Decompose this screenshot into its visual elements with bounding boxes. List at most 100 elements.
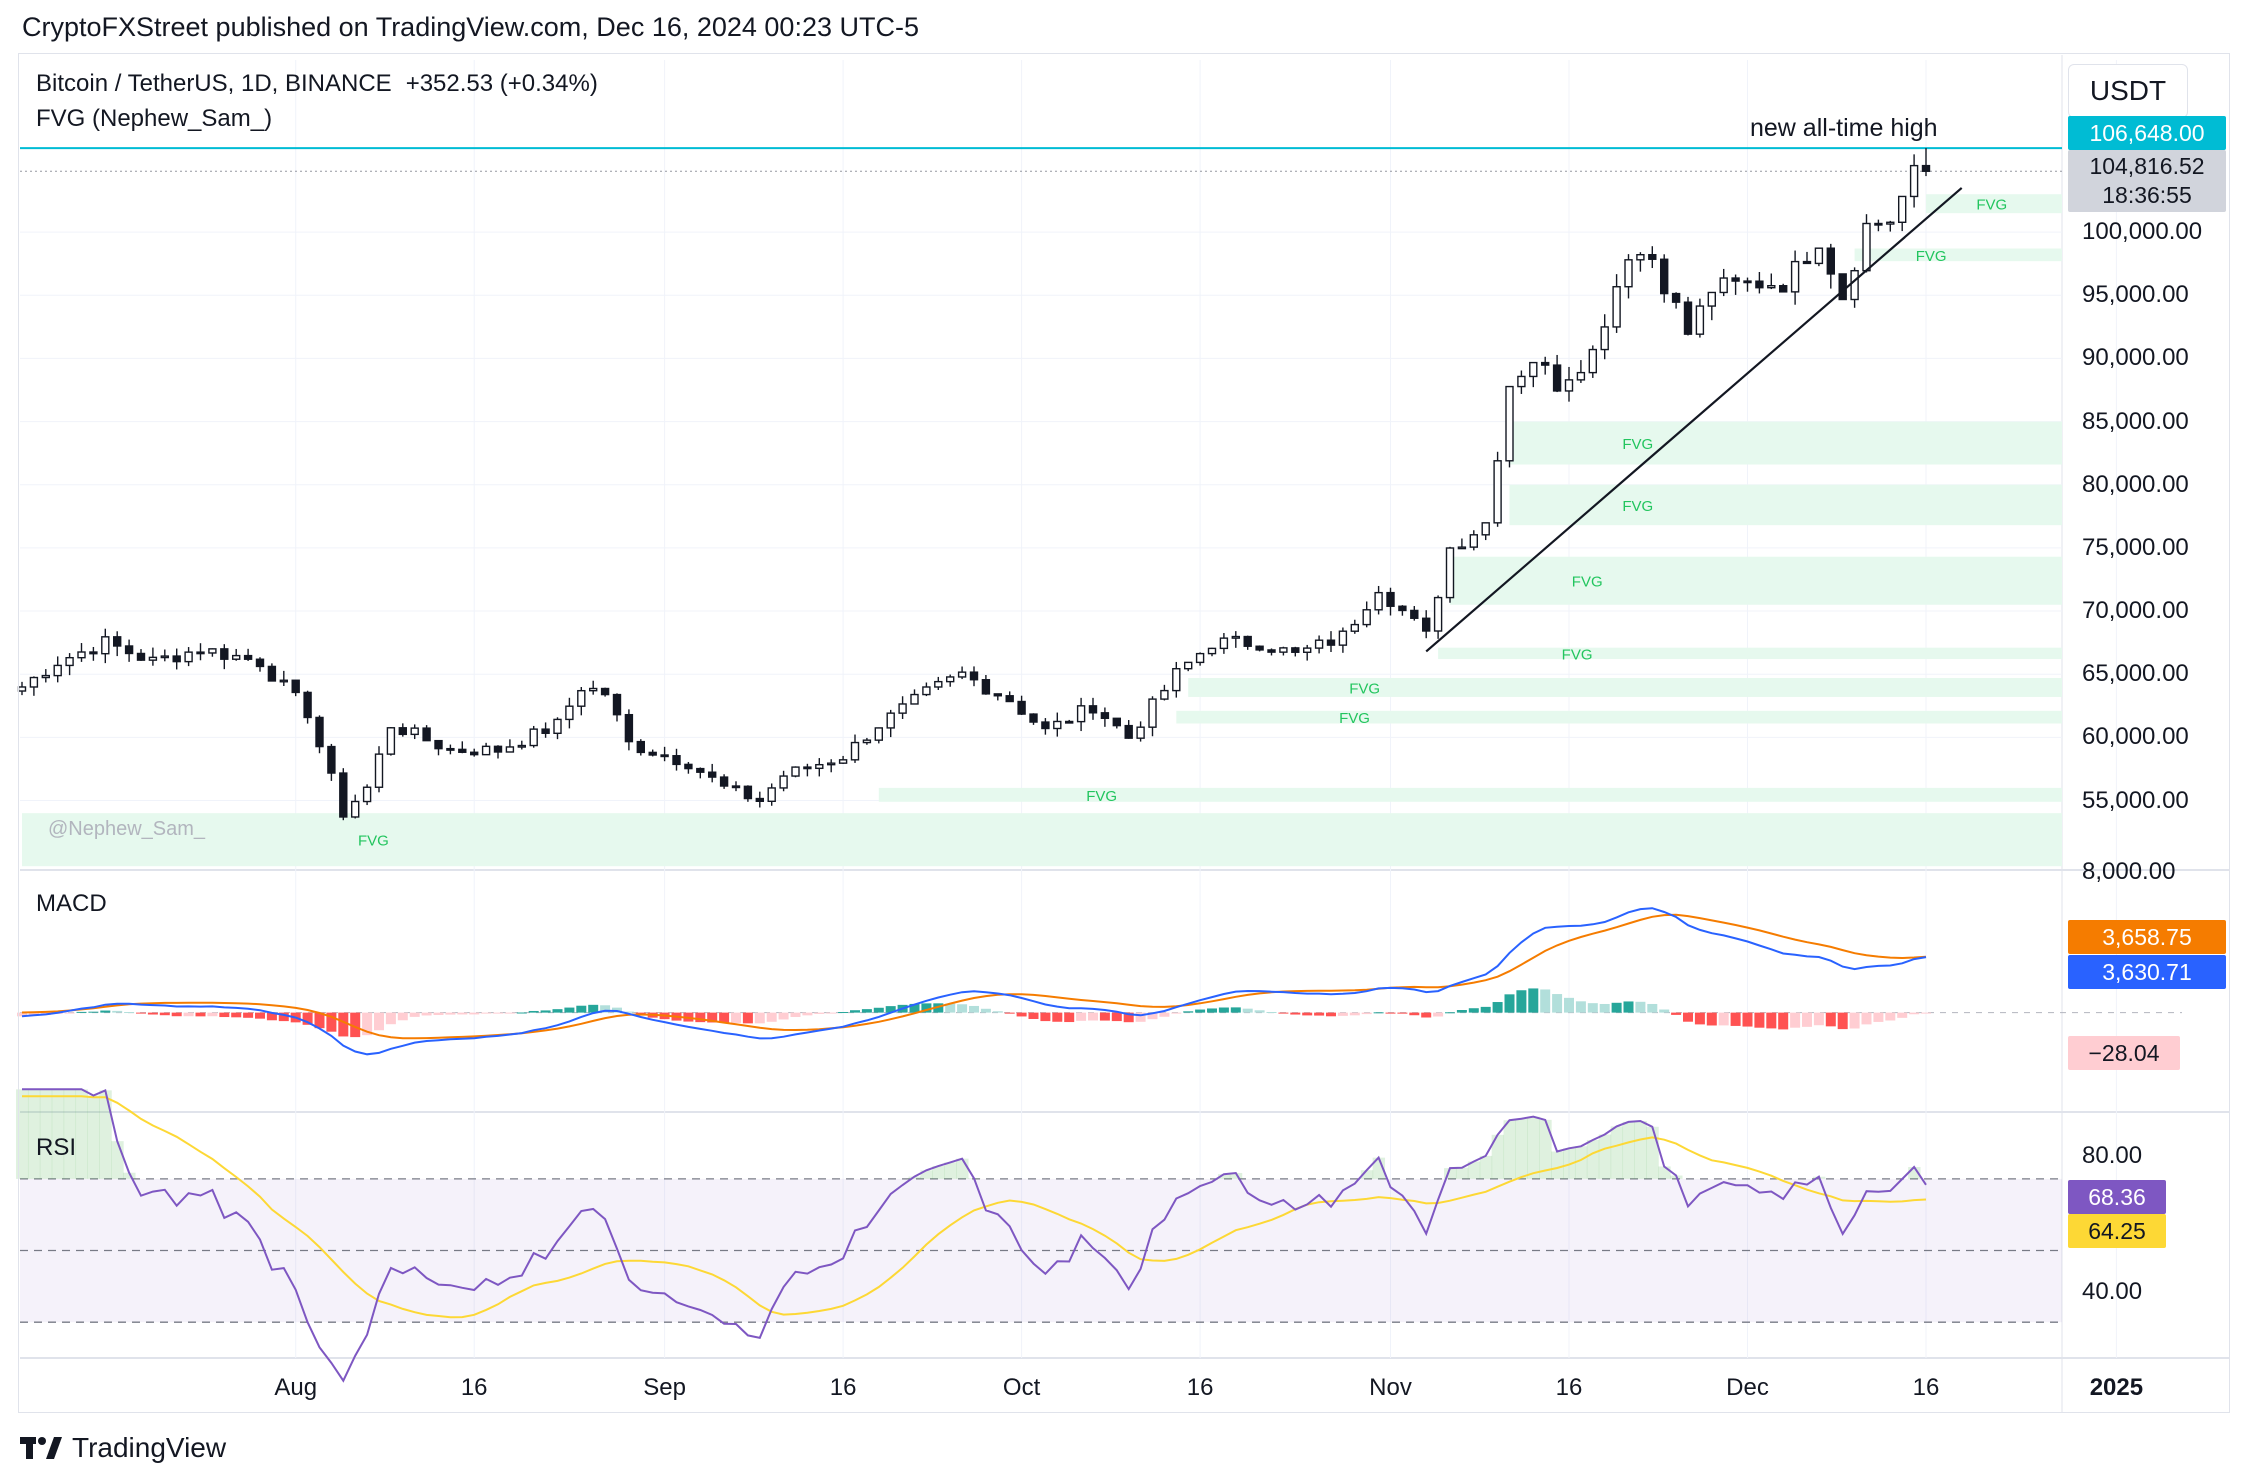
macd-histogram-bar <box>1516 990 1527 1013</box>
candle <box>1600 326 1609 351</box>
candle <box>1124 724 1133 739</box>
candle <box>1576 371 1586 381</box>
time-tick-label: 16 <box>1912 1374 1940 1401</box>
candle <box>1778 285 1788 293</box>
candle <box>1183 661 1193 670</box>
macd-histogram-bar <box>1337 1012 1348 1016</box>
macd-histogram-bar <box>1611 1002 1622 1013</box>
macd-histogram-bar <box>409 1012 420 1017</box>
candle <box>803 766 812 770</box>
candle <box>160 655 170 659</box>
candle <box>1909 164 1919 198</box>
candle <box>565 705 574 721</box>
candle <box>458 748 467 753</box>
fvg-zone <box>1438 647 2062 660</box>
macd-histogram-bar <box>1647 1003 1658 1013</box>
candle <box>29 676 39 688</box>
candle <box>101 636 110 655</box>
candle <box>827 762 836 766</box>
macd-histogram-bar <box>159 1012 170 1016</box>
time-tick-label: 16 <box>829 1374 857 1401</box>
candle <box>1862 222 1871 272</box>
macd-histogram-bar <box>1123 1012 1134 1023</box>
macd-histogram-bar <box>1385 1012 1396 1014</box>
rsi-overbought-fill <box>87 1095 100 1179</box>
fvg-label: FVG <box>1622 436 1653 453</box>
macd-histogram-bar <box>1361 1012 1372 1015</box>
candle <box>1505 385 1514 462</box>
candle <box>1136 726 1145 739</box>
price-tick-label: 95,000.00 <box>2082 281 2189 309</box>
macd-histogram-bar <box>374 1012 384 1031</box>
rsi-overbought-fill <box>1467 1161 1481 1179</box>
candle <box>279 679 288 683</box>
macd-histogram-bar <box>1111 1012 1122 1022</box>
candle <box>1648 254 1657 260</box>
candle <box>267 665 277 682</box>
macd-histogram-bar <box>397 1012 408 1021</box>
candle <box>434 739 443 750</box>
rsi-overbought-fill <box>1908 1167 1921 1179</box>
macd-histogram-bar <box>385 1012 396 1025</box>
candle <box>386 727 396 755</box>
candle <box>1445 547 1455 599</box>
macd-histogram-bar <box>992 1011 1003 1013</box>
fvg-label: FVG <box>1349 680 1380 697</box>
candle <box>505 746 515 753</box>
candle <box>351 800 360 818</box>
candle <box>1374 591 1383 611</box>
rsi-overbought-fill <box>1372 1157 1386 1179</box>
candle <box>1540 361 1550 366</box>
candle <box>1731 277 1740 282</box>
candle <box>946 676 955 683</box>
rsi-axis-40: 40.00 <box>2082 1278 2143 1305</box>
rsi-overbought-fill <box>1515 1118 1528 1179</box>
fvg-label: FVG <box>1622 498 1653 515</box>
symbol-legend[interactable]: Bitcoin / TetherUS, 1D, BINANCE +352.53 (… <box>36 70 598 98</box>
time-tick-label: Sep <box>643 1374 686 1401</box>
macd-histogram-bar <box>1230 1007 1241 1013</box>
indicator-legend[interactable]: FVG (Nephew_Sam_) <box>36 105 273 132</box>
rsi-overbought-fill <box>99 1090 112 1179</box>
macd-histogram-bar <box>136 1012 146 1014</box>
macd-histogram-bar <box>766 1012 777 1022</box>
candle <box>1172 668 1181 692</box>
macd-histogram-bar <box>195 1012 206 1017</box>
macd-histogram-bar <box>1004 1012 1015 1014</box>
candle <box>1291 647 1300 653</box>
rsi-overbought-fill <box>908 1176 921 1179</box>
candle <box>1255 645 1264 651</box>
fvg-zone <box>1509 484 2062 526</box>
currency-button[interactable]: USDT <box>2068 64 2188 118</box>
macd-histogram-bar <box>1742 1012 1753 1027</box>
rsi-title: RSI <box>36 1134 77 1161</box>
macd-histogram-bar <box>1207 1008 1217 1013</box>
macd-histogram-bar <box>64 1012 75 1014</box>
candle <box>255 658 265 668</box>
macd-histogram-bar <box>457 1012 468 1015</box>
time-tick-label: 2025 <box>2089 1374 2144 1401</box>
macd-histogram-bar <box>1623 1001 1634 1013</box>
candle <box>648 751 657 756</box>
bar-countdown: 18:36:55 <box>2102 182 2192 208</box>
rsi-overbought-fill <box>1539 1119 1552 1179</box>
macd-histogram-bar <box>302 1012 313 1025</box>
macd-histogram-bar <box>1028 1012 1039 1019</box>
fvg-label: FVG <box>1572 574 1603 591</box>
time-tick-label: 16 <box>460 1374 488 1401</box>
macd-histogram-bar <box>600 1005 611 1013</box>
candle <box>719 776 729 787</box>
rsi-overbought-fill <box>1634 1121 1647 1179</box>
macd-histogram-bar <box>1433 1012 1444 1017</box>
candle <box>1314 639 1324 649</box>
candle <box>624 713 634 743</box>
candle <box>1386 591 1395 607</box>
macd-histogram-bar <box>1040 1012 1051 1022</box>
macd-histogram-tag: −28.04 <box>2068 1036 2180 1070</box>
tradingview-brand[interactable]: TradingView <box>20 1432 226 1464</box>
fvg-zone <box>1854 248 2062 262</box>
candle <box>1267 649 1276 653</box>
candle <box>731 785 741 789</box>
macd-histogram-bar <box>1445 1012 1455 1014</box>
